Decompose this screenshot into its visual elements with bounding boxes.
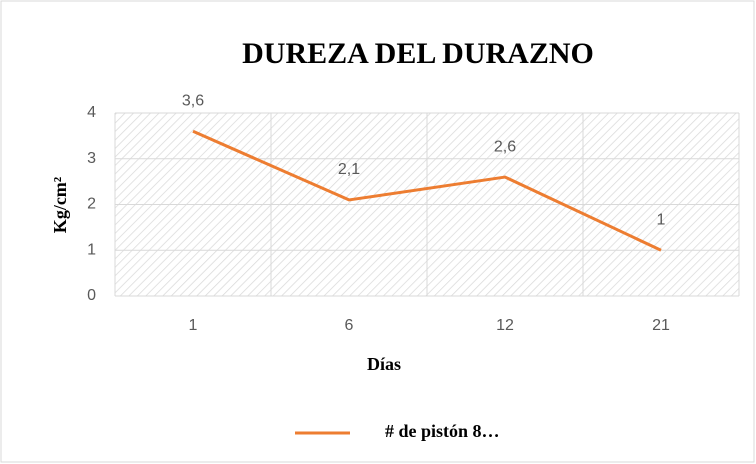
data-label: 2,1 (338, 161, 360, 178)
x-tick-label: 12 (496, 317, 514, 334)
legend-label: # de pistón 8… (385, 421, 500, 441)
y-tick-label: 4 (87, 104, 96, 121)
y-tick-label: 1 (87, 241, 96, 258)
x-tick-label: 6 (345, 317, 354, 334)
data-label: 3,6 (182, 93, 204, 110)
x-axis-label: Días (367, 354, 401, 374)
series-line (192, 129, 662, 252)
x-tick-label: 1 (189, 317, 198, 334)
y-tick-label: 2 (87, 196, 96, 213)
x-tick-label: 21 (652, 317, 670, 334)
y-tick-label: 0 (87, 287, 96, 304)
data-label: 2,6 (494, 138, 516, 155)
data-label: 1 (657, 211, 666, 228)
chart-title: DUREZA DEL DURAZNO (242, 37, 594, 70)
y-tick-label: 3 (87, 150, 96, 167)
y-axis-label: Kg/cm² (50, 177, 70, 233)
